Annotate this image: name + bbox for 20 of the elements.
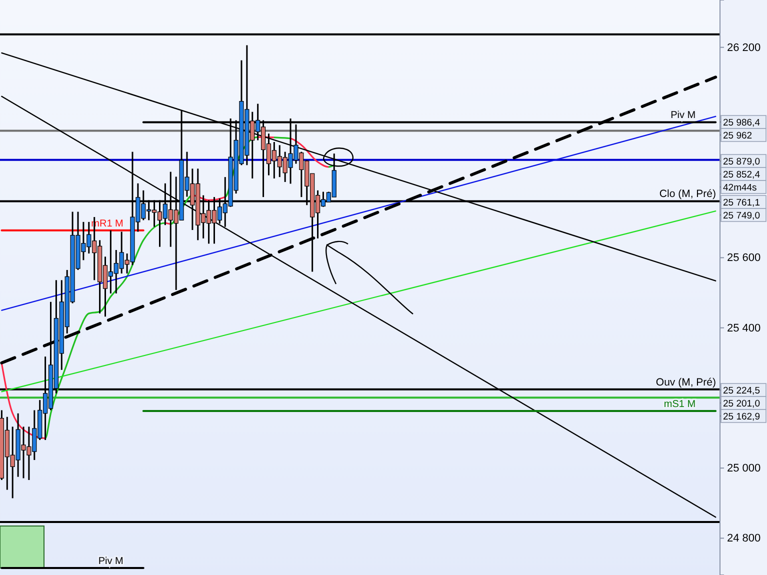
text: 25 224,5 <box>723 386 760 396</box>
text: 42m44s <box>723 182 758 194</box>
text: 25 879,0 <box>723 156 760 168</box>
text: 25 201,0 <box>723 398 760 410</box>
series-label: mS1 M <box>664 398 696 410</box>
y-tick-label: 24 800 <box>727 532 761 545</box>
text: 25 986,4 <box>723 118 760 128</box>
text: 25 852,4 <box>723 170 760 180</box>
text: 25 749,0 <box>723 210 760 222</box>
ref-line-label: Ouv (M, Pré) <box>656 376 716 388</box>
text: 25 761,1 <box>723 198 760 208</box>
text: 25 162,9 <box>723 412 760 422</box>
ref-line-label: Clo (M, Pré) <box>659 188 716 200</box>
y-tick-label: 25 400 <box>727 322 761 334</box>
series-label: Piv M <box>98 556 124 567</box>
y-tick-label: 25 600 <box>727 252 761 264</box>
y-tick-label: 26 200 <box>727 42 761 54</box>
y-tick-label: 25 000 <box>727 462 761 475</box>
series-label: Piv M <box>670 110 696 122</box>
text: 25 962 <box>723 130 752 142</box>
